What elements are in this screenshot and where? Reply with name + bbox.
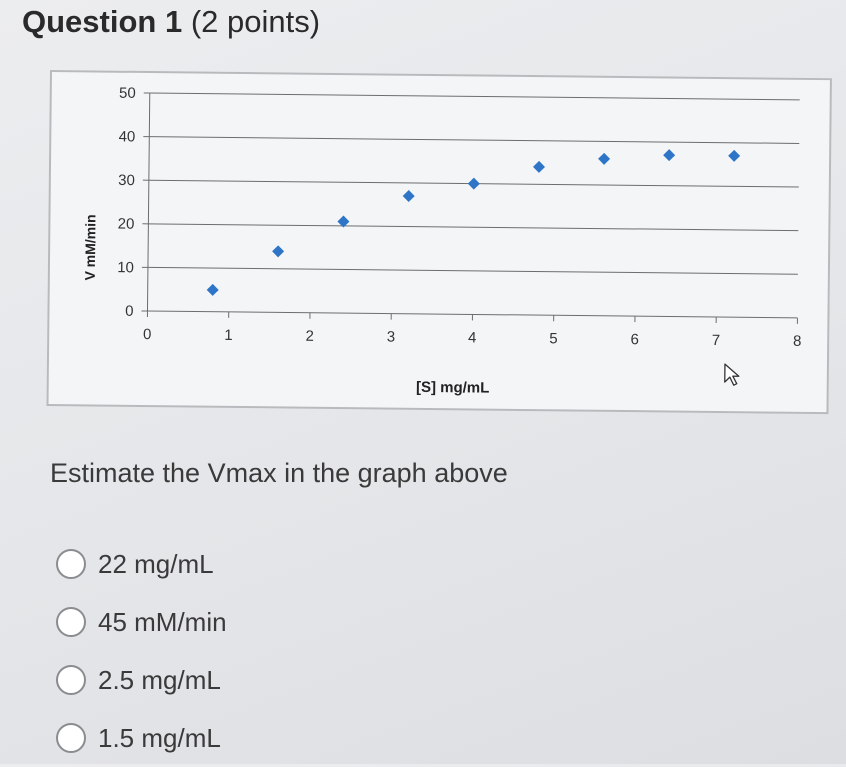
y-axis-title: V mM/min [82, 214, 99, 280]
gridline-y-20 [148, 224, 798, 231]
radio-button-3[interactable] [56, 665, 86, 695]
y-tick-label: 40 [119, 128, 136, 145]
scatter-chart: 0 10 20 30 40 50 0 1 2 3 4 5 6 7 8 V mM/min [S] mg/mL [49, 72, 830, 412]
x-tick-label: 7 [712, 332, 721, 349]
x-tick-label: 0 [143, 326, 152, 343]
option-3[interactable]: 2.5 mg/mL [56, 651, 227, 709]
y-tick-label: 20 [118, 216, 135, 233]
option-4[interactable]: 1.5 mg/mL [56, 709, 227, 767]
data-point [663, 149, 675, 161]
option-1[interactable]: 22 mg/mL [56, 535, 227, 593]
question-number: Question 1 [22, 4, 182, 39]
arrow-cursor-icon [725, 364, 739, 385]
x-tick-label: 1 [224, 327, 233, 344]
option-label-2: 45 mM/min [98, 607, 227, 638]
question-points: (2 points) [191, 4, 320, 39]
radio-button-4[interactable] [56, 723, 86, 753]
gridline-y-50 [150, 93, 800, 100]
y-tick-label: 50 [119, 85, 136, 102]
data-point [598, 153, 610, 165]
data-point [207, 284, 219, 296]
data-point [403, 190, 415, 202]
x-tick-label: 3 [387, 329, 396, 346]
data-point [272, 245, 284, 257]
chart-frame: 0 10 20 30 40 50 0 1 2 3 4 5 6 7 8 V mM/min [S] mg/mL [46, 70, 831, 414]
x-tick-label: 2 [305, 328, 314, 345]
x-tick-label: 6 [630, 331, 639, 348]
data-point [728, 150, 740, 162]
y-axis-line [147, 93, 149, 311]
radio-button-1[interactable] [56, 549, 86, 579]
radio-button-2[interactable] [56, 607, 86, 637]
question-prompt: Estimate the Vmax in the graph above [50, 458, 508, 489]
option-2[interactable]: 45 mM/min [56, 593, 227, 651]
x-tick-label: 5 [549, 330, 558, 347]
option-label-1: 22 mg/mL [98, 549, 214, 580]
x-axis-title: [S] mg/mL [416, 379, 490, 397]
option-label-3: 2.5 mg/mL [98, 665, 221, 696]
question-header: Question 1 (2 points) [22, 4, 320, 40]
data-point [533, 161, 545, 173]
answer-options: 22 mg/mL 45 mM/min 2.5 mg/mL 1.5 mg/mL [56, 535, 227, 767]
y-tick-label: 10 [117, 259, 134, 276]
x-tick-label: 4 [468, 329, 477, 346]
gridline-y-10 [148, 267, 798, 274]
y-tick-label: 30 [118, 172, 135, 189]
data-point [468, 178, 480, 190]
gridline-y-40 [149, 137, 799, 144]
x-tick-label: 8 [793, 333, 802, 350]
option-label-4: 1.5 mg/mL [98, 723, 221, 754]
y-tick-label: 0 [125, 303, 134, 320]
